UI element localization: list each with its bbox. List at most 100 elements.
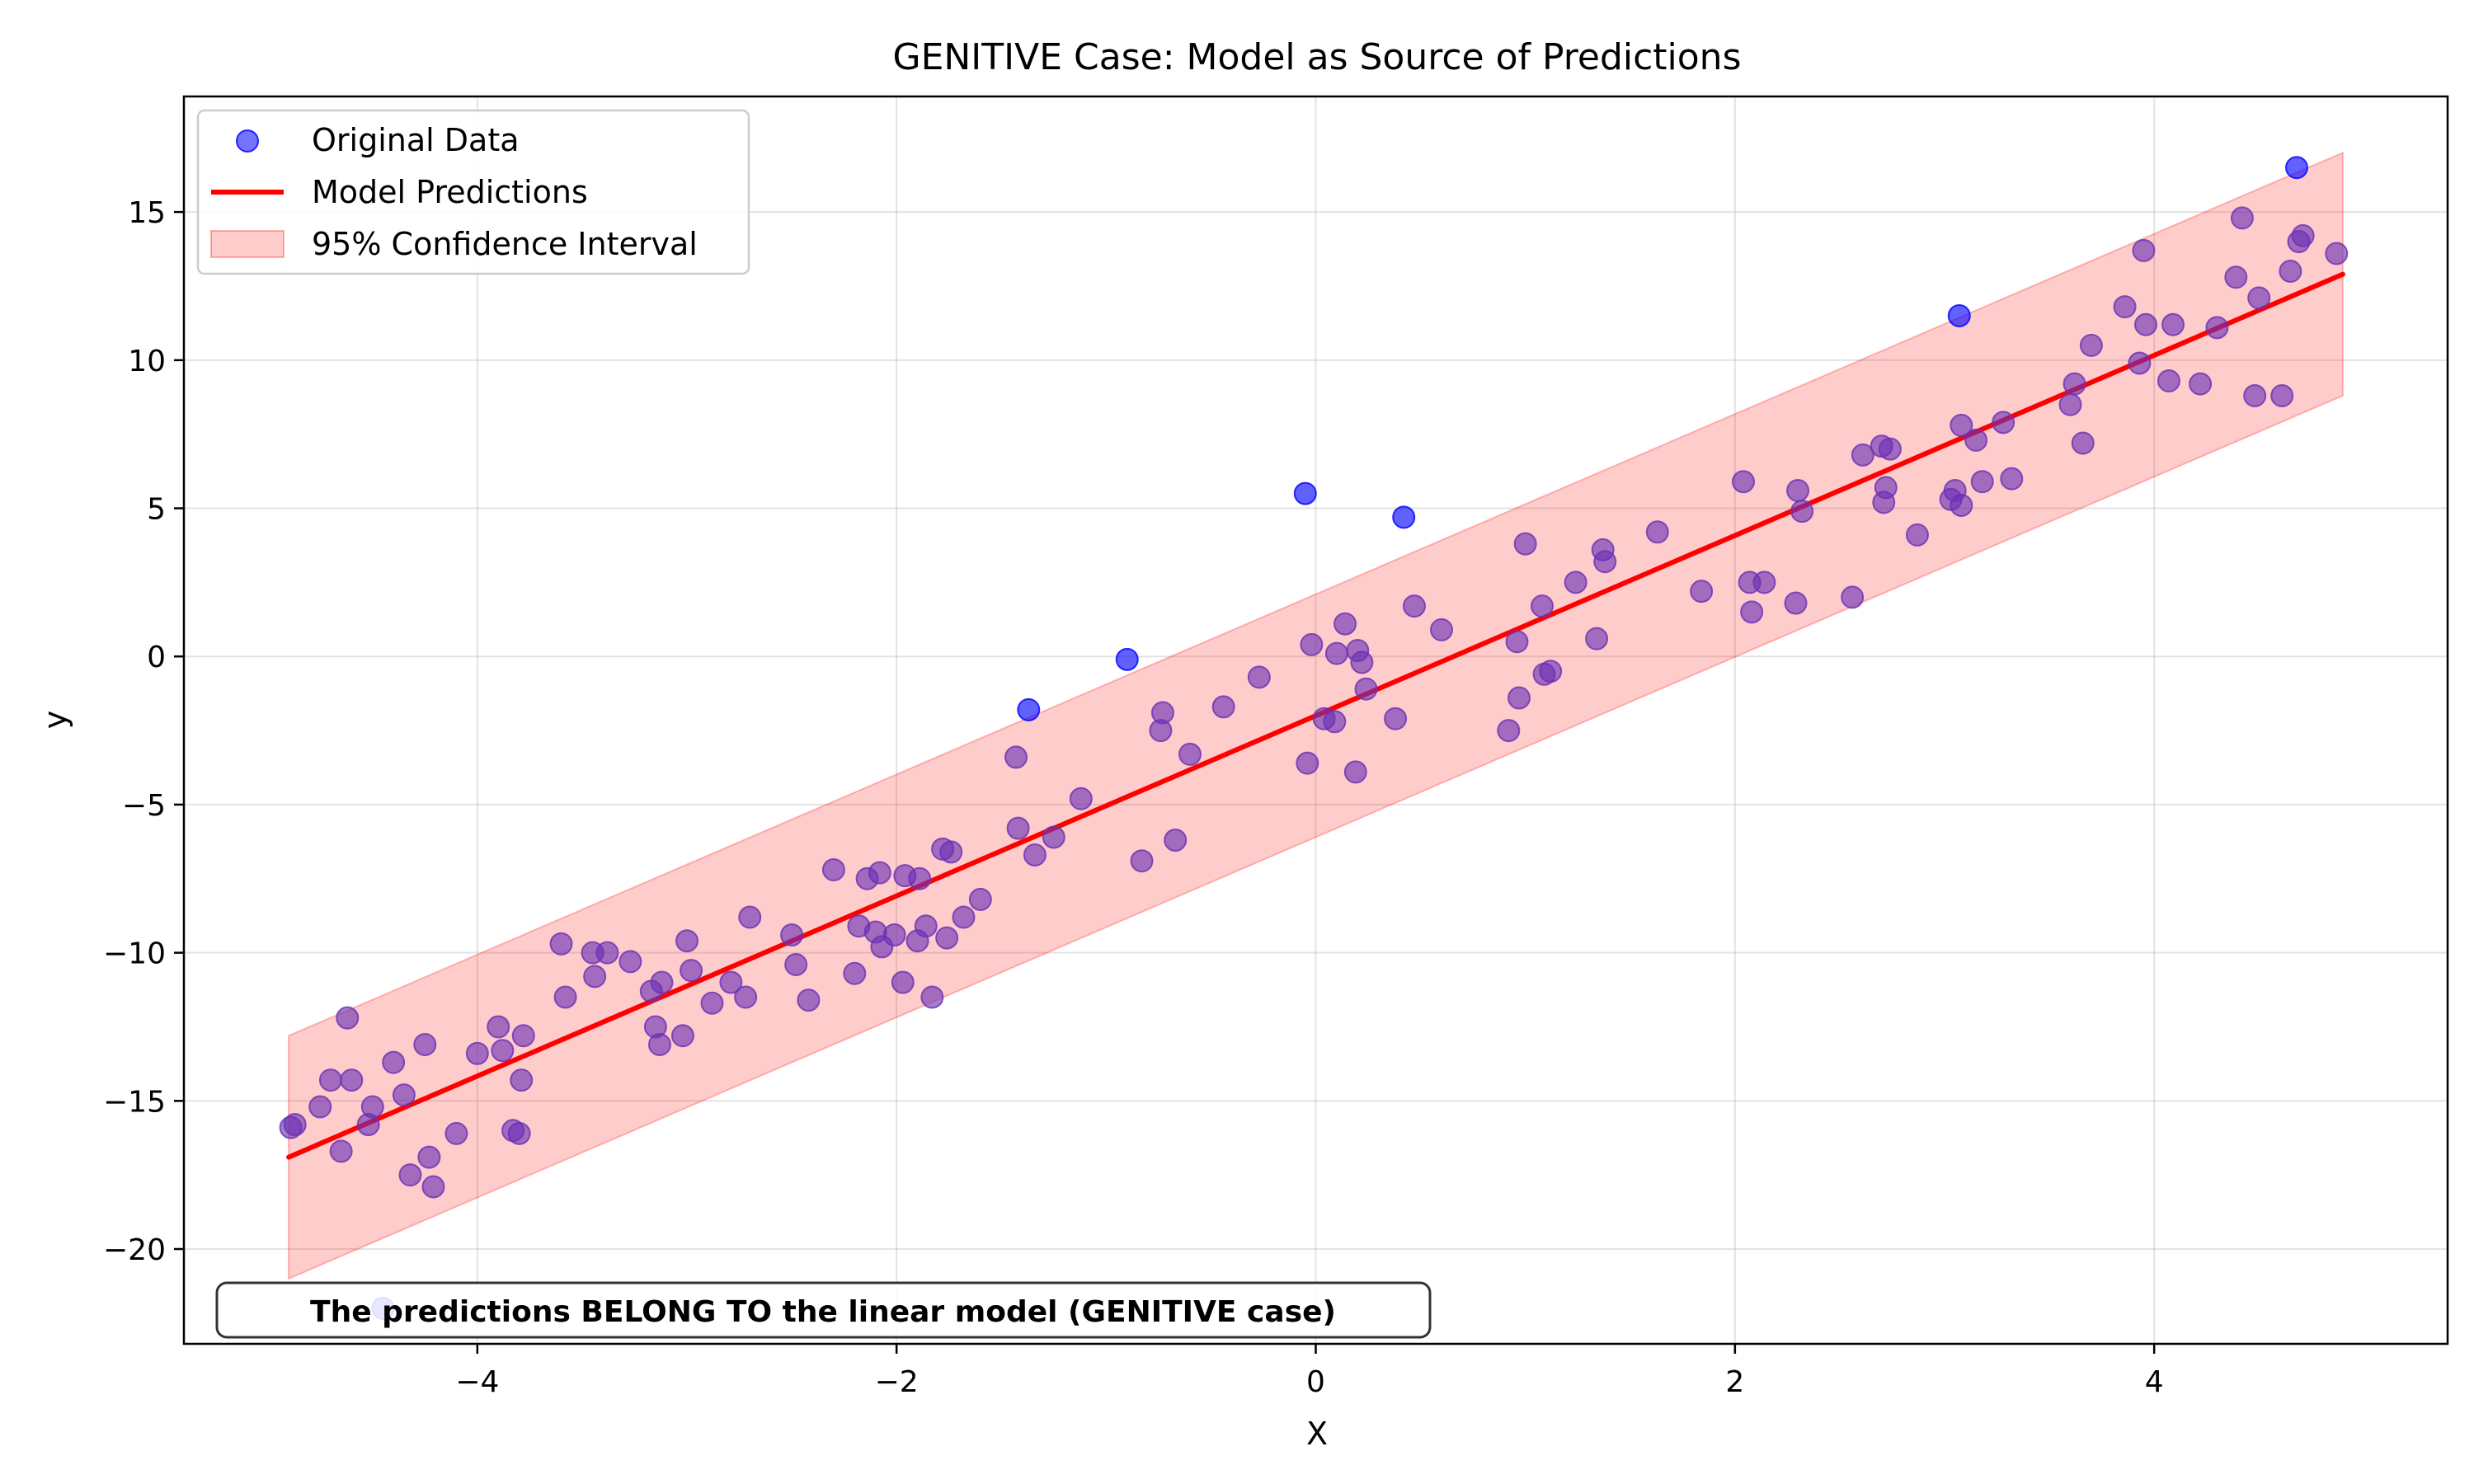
data-point <box>935 926 959 950</box>
data-point <box>1992 411 2015 434</box>
data-point <box>2157 369 2180 393</box>
data-point <box>784 952 808 976</box>
data-point <box>891 970 915 994</box>
data-point <box>2058 392 2082 416</box>
data-point <box>1350 650 1374 674</box>
data-point <box>1115 647 1139 671</box>
data-point <box>413 1033 437 1057</box>
data-point <box>2161 312 2185 336</box>
data-point <box>2062 372 2086 396</box>
x-tick-label: 2 <box>1725 1365 1744 1399</box>
x-axis-ticks: −4 −2 0 2 4 <box>455 1344 2164 1399</box>
data-point <box>511 1024 535 1048</box>
data-point <box>1790 500 1814 524</box>
data-point <box>647 1033 671 1057</box>
y-tick-label: 5 <box>147 493 166 527</box>
data-point <box>1947 303 1971 327</box>
y-tick-label: 0 <box>147 641 166 674</box>
data-point <box>1786 478 1810 502</box>
data-point <box>1150 701 1174 725</box>
data-point <box>1531 594 1554 618</box>
data-point <box>1539 660 1563 683</box>
data-point <box>2113 295 2137 319</box>
data-point <box>1851 443 1874 467</box>
data-point <box>2270 383 2294 407</box>
data-point <box>1430 618 1453 641</box>
x-tick-label: −4 <box>455 1365 499 1399</box>
data-point <box>1507 686 1531 710</box>
data-point <box>1505 630 1529 654</box>
data-point <box>1970 470 1994 494</box>
y-tick-label: −15 <box>103 1085 166 1119</box>
data-point <box>1564 571 1587 594</box>
data-point <box>1293 481 1317 505</box>
legend-band-marker <box>210 230 285 258</box>
data-point <box>553 985 577 1009</box>
data-point <box>1296 751 1319 775</box>
data-point <box>1402 594 1426 618</box>
data-point <box>1740 600 1764 624</box>
data-point <box>2128 351 2152 375</box>
x-tick-label: 4 <box>2145 1365 2164 1399</box>
data-point <box>549 932 573 956</box>
data-point <box>780 923 804 947</box>
data-point <box>675 929 698 953</box>
data-point <box>2243 383 2267 407</box>
data-point <box>1645 520 1669 544</box>
y-tick-label: 15 <box>128 196 166 230</box>
data-point <box>1585 627 1609 650</box>
data-point <box>2189 372 2213 396</box>
data-point <box>1333 612 1357 636</box>
x-tick-label: 0 <box>1306 1365 1325 1399</box>
y-tick-label: −5 <box>122 789 166 823</box>
data-point <box>2279 260 2302 284</box>
data-point <box>398 1163 422 1187</box>
data-point <box>2325 242 2349 265</box>
data-point <box>318 1068 342 1092</box>
data-point <box>719 970 743 994</box>
data-point <box>914 914 938 938</box>
data-point <box>1690 580 1714 603</box>
data-point <box>1178 742 1202 766</box>
legend-box <box>196 109 750 275</box>
legend-scatter-marker <box>236 129 259 153</box>
scatter-points <box>279 156 2349 1320</box>
data-point <box>1042 825 1065 849</box>
data-point <box>1784 591 1808 615</box>
data-point <box>1343 760 1367 784</box>
data-point <box>1017 697 1041 721</box>
annotation-box: The predictions BELONG TO the linear mod… <box>215 1281 1432 1339</box>
data-point <box>2247 286 2271 310</box>
data-point <box>1732 470 1755 494</box>
data-point <box>1392 505 1416 529</box>
data-point <box>1841 585 1865 609</box>
data-point <box>1874 476 1898 500</box>
data-point <box>417 1145 441 1169</box>
data-point <box>939 840 963 864</box>
data-point <box>2291 223 2315 247</box>
data-point <box>340 1068 364 1092</box>
data-point <box>968 887 992 911</box>
annotation-text: The predictions BELONG TO the linear mod… <box>310 1295 1336 1329</box>
data-point <box>618 950 642 974</box>
data-point <box>1878 437 1902 461</box>
data-point <box>336 1006 360 1030</box>
data-point <box>680 959 703 983</box>
legend-label-confidence-interval: 95% Confidence Interval <box>312 226 698 262</box>
data-point <box>920 985 944 1009</box>
y-tick-label: 10 <box>128 345 166 378</box>
data-point <box>1593 550 1617 574</box>
data-point <box>952 905 976 929</box>
data-point <box>843 961 867 985</box>
data-point <box>2230 206 2254 230</box>
data-point <box>650 970 674 994</box>
data-point <box>2071 431 2095 455</box>
chart-title: GENITIVE Case: Model as Source of Predic… <box>893 36 1742 78</box>
data-point <box>507 1121 531 1145</box>
data-point <box>465 1041 489 1065</box>
data-point <box>2132 238 2156 262</box>
data-point <box>1023 843 1047 867</box>
data-point <box>908 866 932 890</box>
data-point <box>360 1095 384 1119</box>
